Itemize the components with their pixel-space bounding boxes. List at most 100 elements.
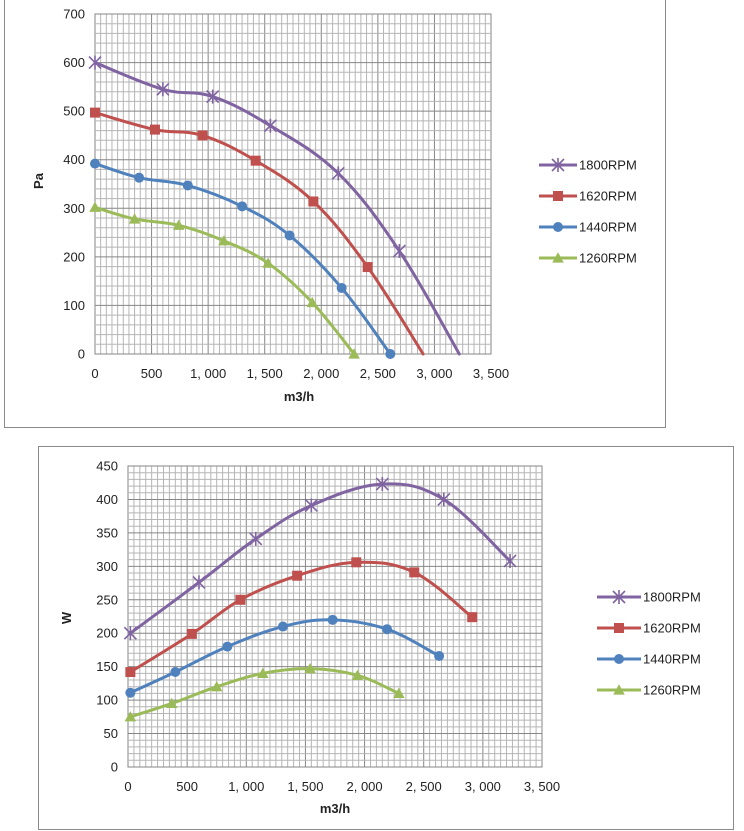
pressure-chart-panel: 0 100 200 300 400 500 600 700 0 500 1, 000 1, 500 2,… xyxy=(4,0,666,428)
power-chart-panel: 0 50 100 150 200 250 300 350 400 450 0 500 1, 000 1, … xyxy=(38,446,734,830)
x-axis-title: m3/h xyxy=(320,801,350,816)
y-tick-label: 100 xyxy=(96,693,118,708)
marker-1260rpm xyxy=(89,201,101,212)
marker-1440rpm xyxy=(237,201,248,212)
marker-1260rpm xyxy=(304,662,316,674)
marker-legend-1800rpm xyxy=(612,590,626,604)
x-tick-label: 2, 000 xyxy=(303,366,339,381)
series-1620rpm xyxy=(90,107,425,356)
marker-1620rpm xyxy=(409,567,420,578)
x-tick-label: 0 xyxy=(124,779,131,794)
legend-entry-1440rpm: 1440RPM xyxy=(539,220,637,235)
y-tick-label: 300 xyxy=(96,559,118,574)
marker-1260rpm xyxy=(166,697,178,709)
marker-1800rpm xyxy=(263,118,277,133)
y-tick-label: 400 xyxy=(63,152,85,167)
legend-label-1800rpm: 1800RPM xyxy=(643,590,701,605)
marker-1440rpm xyxy=(134,172,145,183)
legend-entry-1800rpm: 1800RPM xyxy=(539,158,637,173)
legend-entry-1800rpm: 1800RPM xyxy=(597,590,701,605)
legend-entry-1440rpm: 1440RPM xyxy=(597,652,701,667)
x-tick-label: 2, 000 xyxy=(346,779,382,794)
marker-legend-1440rpm xyxy=(614,654,624,664)
y-tick-label: 700 xyxy=(63,7,85,22)
marker-1260rpm xyxy=(306,296,318,308)
marker-1260rpm xyxy=(351,669,364,680)
marker-1260rpm xyxy=(172,219,185,230)
marker-1800rpm xyxy=(206,89,220,104)
marker-1800rpm xyxy=(192,575,206,590)
legend-label-1440rpm: 1440RPM xyxy=(579,220,637,235)
y-tick-label: 450 xyxy=(96,459,118,474)
legend-entry-1260rpm: 1260RPM xyxy=(597,683,701,698)
series-1800rpm xyxy=(88,55,461,356)
y-tick-label: 350 xyxy=(96,525,118,540)
marker-1800rpm xyxy=(123,626,137,641)
marker-legend-1800rpm xyxy=(551,158,565,172)
marker-legend-1620rpm xyxy=(614,623,624,633)
marker-1440rpm xyxy=(170,667,181,678)
marker-1260rpm xyxy=(348,348,360,359)
series-1260rpm xyxy=(124,662,405,722)
grid xyxy=(94,13,492,355)
series-1620rpm xyxy=(125,557,478,678)
y-tick-label: 0 xyxy=(111,760,118,775)
y-tick-label: 300 xyxy=(63,201,85,216)
marker-1620rpm xyxy=(362,262,373,273)
marker-1620rpm xyxy=(186,628,197,639)
y-tick-label: 200 xyxy=(96,626,118,641)
marker-1440rpm xyxy=(434,650,445,661)
power-chart: 0 50 100 150 200 250 300 350 400 450 0 500 1, 000 1, … xyxy=(59,459,701,817)
x-tick-label: 3, 000 xyxy=(465,779,501,794)
marker-1800rpm xyxy=(437,492,451,507)
marker-1620rpm xyxy=(197,130,208,141)
marker-legend-1440rpm xyxy=(553,222,563,232)
y-tick-label: 0 xyxy=(78,347,85,362)
y-axis-title: W xyxy=(59,611,74,624)
marker-1260rpm xyxy=(218,235,230,246)
marker-legend-1260rpm xyxy=(552,252,564,263)
pressure-chart: 0 100 200 300 400 500 600 700 0 500 1, 000 1, 500 2,… xyxy=(31,7,637,405)
x-tick-label: 500 xyxy=(141,366,163,381)
y-tick-label: 400 xyxy=(96,492,118,507)
legend-label-1620rpm: 1620RPM xyxy=(643,621,701,636)
marker-1620rpm xyxy=(292,570,303,581)
y-tick-label: 100 xyxy=(63,298,85,313)
marker-1800rpm xyxy=(156,82,170,97)
marker-1260rpm xyxy=(393,687,405,699)
marker-1620rpm xyxy=(235,594,246,605)
series-1440rpm xyxy=(90,158,396,359)
marker-1440rpm xyxy=(125,687,136,698)
marker-1260rpm xyxy=(128,213,141,224)
marker-1800rpm xyxy=(375,477,389,492)
marker-1440rpm xyxy=(385,349,396,359)
legend-entry-1260rpm: 1260RPM xyxy=(539,251,637,266)
marker-1260rpm xyxy=(257,667,269,678)
marker-1440rpm xyxy=(182,180,193,191)
y-axis-title: Pa xyxy=(31,172,46,189)
marker-1620rpm xyxy=(308,196,319,207)
marker-1440rpm xyxy=(90,158,100,169)
marker-1800rpm xyxy=(331,166,345,181)
legend-entry-1620rpm: 1620RPM xyxy=(597,621,701,636)
x-tick-label: 0 xyxy=(91,366,98,381)
marker-1440rpm xyxy=(284,230,295,241)
marker-1440rpm xyxy=(222,641,233,652)
marker-1440rpm xyxy=(336,282,347,293)
y-tick-label: 50 xyxy=(104,726,118,741)
x-tick-label: 2, 500 xyxy=(360,366,396,381)
marker-1800rpm xyxy=(503,553,517,568)
series-1440rpm xyxy=(125,614,445,698)
marker-legend-1620rpm xyxy=(553,191,563,201)
marker-1620rpm xyxy=(467,612,478,623)
y-tick-label: 200 xyxy=(63,249,85,264)
marker-1800rpm xyxy=(304,498,318,513)
legend-label-1440rpm: 1440RPM xyxy=(643,652,701,667)
x-tick-label: 1, 000 xyxy=(190,366,226,381)
x-tick-label: 500 xyxy=(176,779,198,794)
y-tick-label: 600 xyxy=(63,55,85,70)
marker-1800rpm xyxy=(249,531,263,546)
y-tick-label: 250 xyxy=(96,592,118,607)
marker-1440rpm xyxy=(382,624,393,635)
legend-entry-1620rpm: 1620RPM xyxy=(539,189,637,204)
